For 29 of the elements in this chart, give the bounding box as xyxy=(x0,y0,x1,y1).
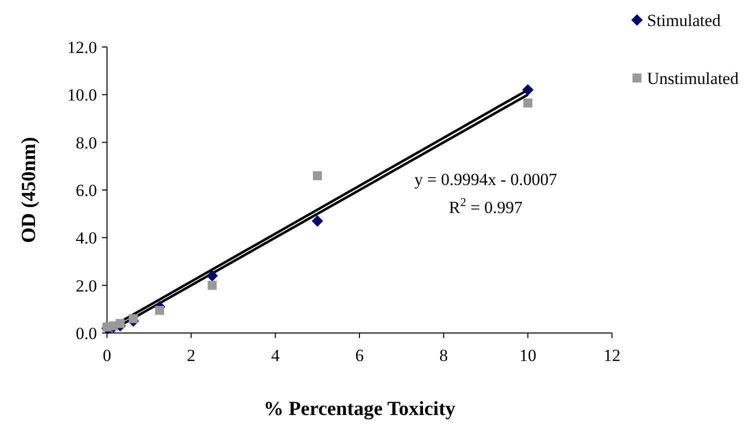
point xyxy=(128,314,138,324)
point xyxy=(523,98,532,108)
y-tick-label: 6.0 xyxy=(76,180,97,200)
point xyxy=(155,306,164,315)
x-tick-label: 4 xyxy=(271,346,280,365)
annotation: y = 0.9994x - 0.0007 xyxy=(414,170,558,190)
point xyxy=(522,84,534,96)
annotation: R$^{2}$ = 0.997 xyxy=(448,195,524,218)
point xyxy=(312,215,323,226)
x-tick-label: 10 xyxy=(519,346,536,365)
x-tick-label: 12 xyxy=(604,346,620,365)
y-tick-label: 10.0 xyxy=(67,86,97,105)
y-tick-label: 4.0 xyxy=(76,228,97,248)
x-tick-label: 0 xyxy=(102,346,112,365)
point xyxy=(312,171,322,180)
point xyxy=(116,318,125,328)
legend-label: Stimulated xyxy=(647,10,722,30)
y-tick-label: 0.0 xyxy=(76,324,97,343)
x-axis-title: % Percentage Toxicity xyxy=(264,398,456,420)
point xyxy=(208,280,217,290)
y-axis-title: OD (450nm) xyxy=(18,136,40,244)
y-tick-label: 12.0 xyxy=(67,38,97,57)
x-tick-label: 2 xyxy=(186,346,196,365)
x-tick-label: 6 xyxy=(355,346,364,365)
point xyxy=(206,270,218,282)
y-tick-label: 8.0 xyxy=(76,133,97,152)
legend-label: Unstimulated xyxy=(647,68,740,88)
x-tick-label: 8 xyxy=(439,346,448,365)
y-tick-label: 2.0 xyxy=(76,276,97,296)
